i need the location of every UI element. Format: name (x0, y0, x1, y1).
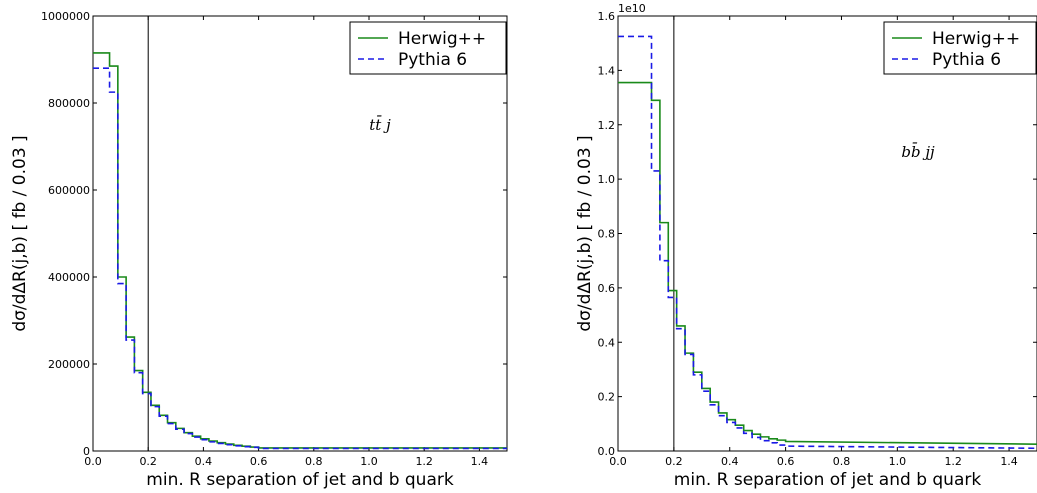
series-pythia-6 (618, 35, 1037, 450)
y-tick-label: 600000 (48, 184, 90, 197)
plot-frame (92, 15, 508, 452)
series-herwig- (93, 52, 507, 449)
x-tick-label: 1.2 (944, 455, 962, 468)
x-tick-label: 1.0 (889, 455, 907, 468)
y-tick-label: 1.0 (598, 173, 616, 186)
y-tick-label: 0.6 (598, 282, 616, 295)
legend-label: Herwig++ (932, 29, 1020, 49)
legend-box (883, 21, 1037, 75)
x-tick-label: 0.8 (305, 455, 323, 468)
x-tick-label: 0.2 (139, 455, 157, 468)
y-axis-label: dσ/dΔR(j,b) [ fb / 0.03 ] (10, 135, 30, 331)
y-tick-label: 200000 (48, 358, 90, 371)
y-tick-label: 0.4 (598, 336, 616, 349)
y-tick-label: 0.2 (598, 391, 616, 404)
chart-panel-1: 0.0 0.2 0.4 0.6 0.8 1.0 1.2 1.4 0 200000 400000 600… (10, 10, 508, 490)
series-herwig- (618, 81, 1037, 446)
x-tick-label: 1.0 (360, 455, 378, 468)
y-tick-label: 1.6 (598, 10, 616, 23)
legend: Herwig++Pythia 6 (883, 21, 1037, 75)
x-tick-label: 0.6 (777, 455, 795, 468)
legend: Herwig++Pythia 6 (349, 21, 507, 75)
y-tick-label: 1.4 (598, 64, 616, 77)
y-tick-label: 1.2 (598, 119, 616, 132)
chart-panel-2: 0.0 0.2 0.4 0.6 0.8 1.0 1.2 1.4 0.0 0.2 0.4 0.6 0.8 1… (575, 2, 1037, 490)
x-tick-label: 0.6 (250, 455, 268, 468)
series-pythia-6 (93, 67, 507, 450)
plot-frame (617, 15, 1037, 452)
process-annotation: tt̄ j (369, 116, 391, 134)
x-tick-label: 0.0 (84, 455, 102, 468)
legend-box (349, 21, 507, 75)
y-tick-label: 400000 (48, 271, 90, 284)
x-tick-label: 0.8 (833, 455, 851, 468)
x-axis-label: min. R separation of jet and b quark (146, 470, 454, 490)
x-tick-label: 0.2 (665, 455, 683, 468)
y-tick-label: 0.8 (598, 228, 616, 241)
x-axis-label: min. R separation of jet and b quark (674, 470, 982, 490)
x-tick-label: 1.2 (415, 455, 433, 468)
x-tick-label: 0.4 (195, 455, 213, 468)
x-tick-label: 0.0 (609, 455, 627, 468)
x-tick-label: 1.4 (471, 455, 489, 468)
legend-label: Pythia 6 (398, 50, 467, 70)
x-tick-label: 0.4 (721, 455, 739, 468)
y-tick-label: 1000000 (41, 10, 90, 23)
legend-label: Herwig++ (398, 29, 486, 49)
y-axis-label: dσ/dΔR(j,b) [ fb / 0.03 ] (575, 135, 595, 331)
y-tick-label: 0.0 (598, 445, 616, 458)
y-tick-label: 0 (83, 445, 90, 458)
x-tick-label: 1.4 (1000, 455, 1018, 468)
legend-label: Pythia 6 (932, 50, 1001, 70)
y-scale-label: 1e10 (618, 2, 646, 15)
y-tick-label: 800000 (48, 97, 90, 110)
process-annotation: bb̄ jj (901, 143, 935, 161)
